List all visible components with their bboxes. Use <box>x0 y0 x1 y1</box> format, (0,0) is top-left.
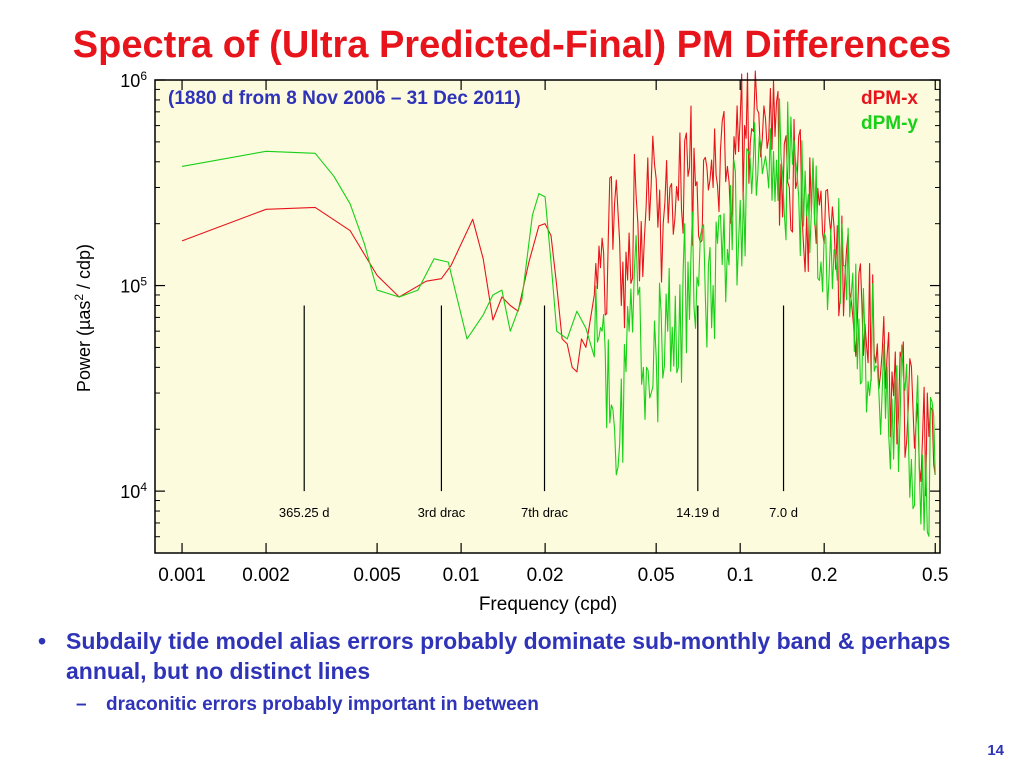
reference-line-label: 3rd drac <box>418 505 466 520</box>
sub-bullet-text: draconitic errors probably important in … <box>106 694 539 715</box>
y-tick-label: 106 <box>120 69 147 91</box>
axes-layer: 0.001 0.002 0.005 0.01 0.02 0.05 0.1 0.2 0.5 104 1… <box>120 69 948 586</box>
x-tick-label: 0.01 <box>443 565 480 586</box>
bullet-item: • Subdaily tide model alias errors proba… <box>38 626 998 686</box>
x-tick-label: 0.001 <box>158 565 206 586</box>
x-axis-label: Frequency (cpd) <box>479 594 617 615</box>
y-tick-label: 105 <box>120 275 147 297</box>
page-number: 14 <box>987 742 1004 759</box>
reference-line-label: 7th drac <box>521 505 568 520</box>
reference-lines-layer: 365.25 d 3rd drac 7th drac 14.19 d 7.0 d <box>279 305 798 520</box>
x-tick-label: 0.02 <box>527 565 564 586</box>
bullet-list: • Subdaily tide model alias errors proba… <box>38 626 998 716</box>
x-tick-label: 0.2 <box>811 565 837 586</box>
x-tick-label: 0.005 <box>353 565 401 586</box>
chart-subtitle: (1880 d from 8 Nov 2006 – 31 Dec 2011) <box>168 88 521 109</box>
spectra-chart: 365.25 d 3rd drac 7th drac 14.19 d 7.0 d 0.0… <box>72 69 948 615</box>
sub-bullet-marker: – <box>76 694 87 715</box>
x-tick-label: 0.002 <box>242 565 290 586</box>
bullet-marker: • <box>38 628 47 654</box>
x-tick-label: 0.5 <box>922 565 948 586</box>
legend-dpm-x: dPM-x <box>861 88 918 109</box>
legend-dpm-y: dPM-y <box>861 113 918 134</box>
x-tick-label: 0.1 <box>727 565 753 586</box>
y-axis-label: Power (µas2 / cdp) <box>72 244 94 392</box>
y-tick-label: 104 <box>120 480 147 502</box>
reference-line-label: 365.25 d <box>279 505 330 520</box>
slide-title: Spectra of (Ultra Predicted-Final) PM Di… <box>72 24 952 66</box>
plot-area <box>155 80 940 553</box>
reference-line-label: 14.19 d <box>676 505 719 520</box>
plot-frame <box>154 79 941 554</box>
series-layer <box>181 70 936 537</box>
x-tick-label: 0.05 <box>638 565 675 586</box>
bullet-text: Subdaily tide model alias errors probabl… <box>66 628 951 684</box>
sub-bullet-item: – draconitic errors probably important i… <box>38 694 998 716</box>
reference-line-label: 7.0 d <box>769 505 798 520</box>
series-line-dPM-y <box>181 98 936 537</box>
